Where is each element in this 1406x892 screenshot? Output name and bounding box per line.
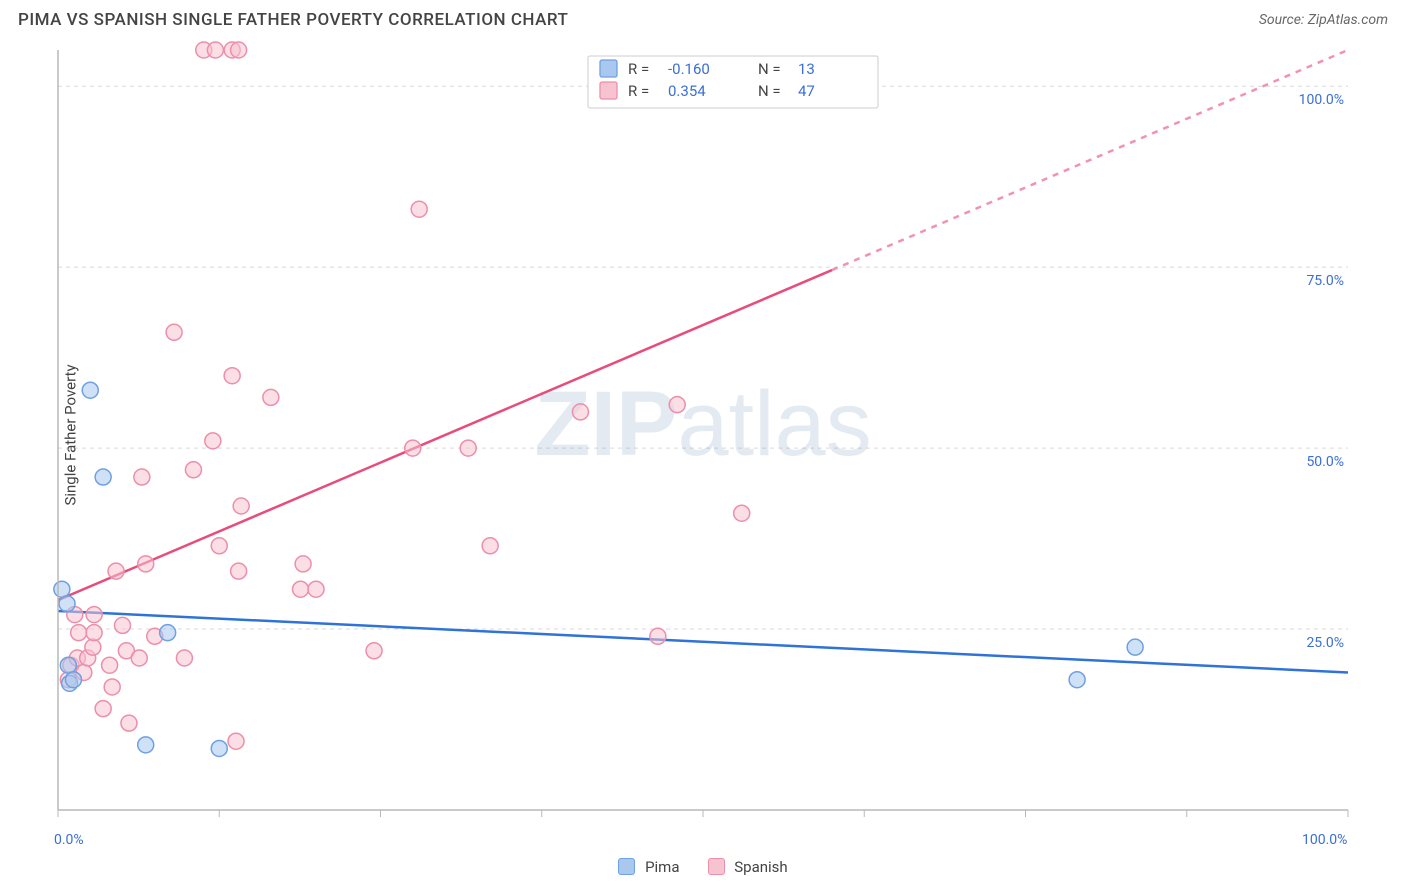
svg-text:0.354: 0.354 [668, 82, 706, 100]
chart-header: PIMA VS SPANISH SINGLE FATHER POVERTY CO… [0, 0, 1406, 36]
chart-area: Single Father Poverty 25.0% 50.0% 75.0% 100… [18, 40, 1388, 830]
x-axis-max-label: 100.0% [1302, 832, 1347, 848]
svg-text:N =: N = [758, 82, 781, 100]
spanish-swatch [708, 858, 725, 875]
svg-text:75.0%: 75.0% [1306, 273, 1344, 289]
scatter-plot: 25.0% 50.0% 75.0% 100.0% ZIPatlas R = -0.160 N … [18, 40, 1358, 830]
pima-swatch [618, 858, 635, 875]
svg-text:-0.160: -0.160 [668, 60, 710, 78]
svg-text:100.0%: 100.0% [1299, 92, 1344, 108]
x-axis-labels: 0.0% 100.0% [18, 832, 1388, 852]
chart-title: PIMA VS SPANISH SINGLE FATHER POVERTY CO… [18, 10, 568, 30]
bottom-legend: Pima Spanish [0, 858, 1406, 876]
svg-text:47: 47 [798, 82, 815, 100]
chart-source: Source: ZipAtlas.com [1259, 12, 1388, 28]
legend-spanish: Spanish [708, 858, 788, 876]
svg-text:N =: N = [758, 60, 781, 78]
svg-text:R =: R = [628, 60, 649, 78]
spanish-label: Spanish [734, 858, 787, 876]
legend-pima: Pima [618, 858, 679, 876]
pima-label: Pima [645, 858, 679, 876]
svg-text:ZIPatlas: ZIPatlas [534, 373, 871, 475]
y-axis-label: Single Father Poverty [62, 364, 80, 505]
x-axis-min-label: 0.0% [54, 832, 84, 848]
svg-text:50.0%: 50.0% [1306, 454, 1344, 470]
svg-text:13: 13 [798, 60, 815, 78]
svg-text:25.0%: 25.0% [1306, 635, 1344, 651]
svg-text:R =: R = [628, 82, 649, 100]
